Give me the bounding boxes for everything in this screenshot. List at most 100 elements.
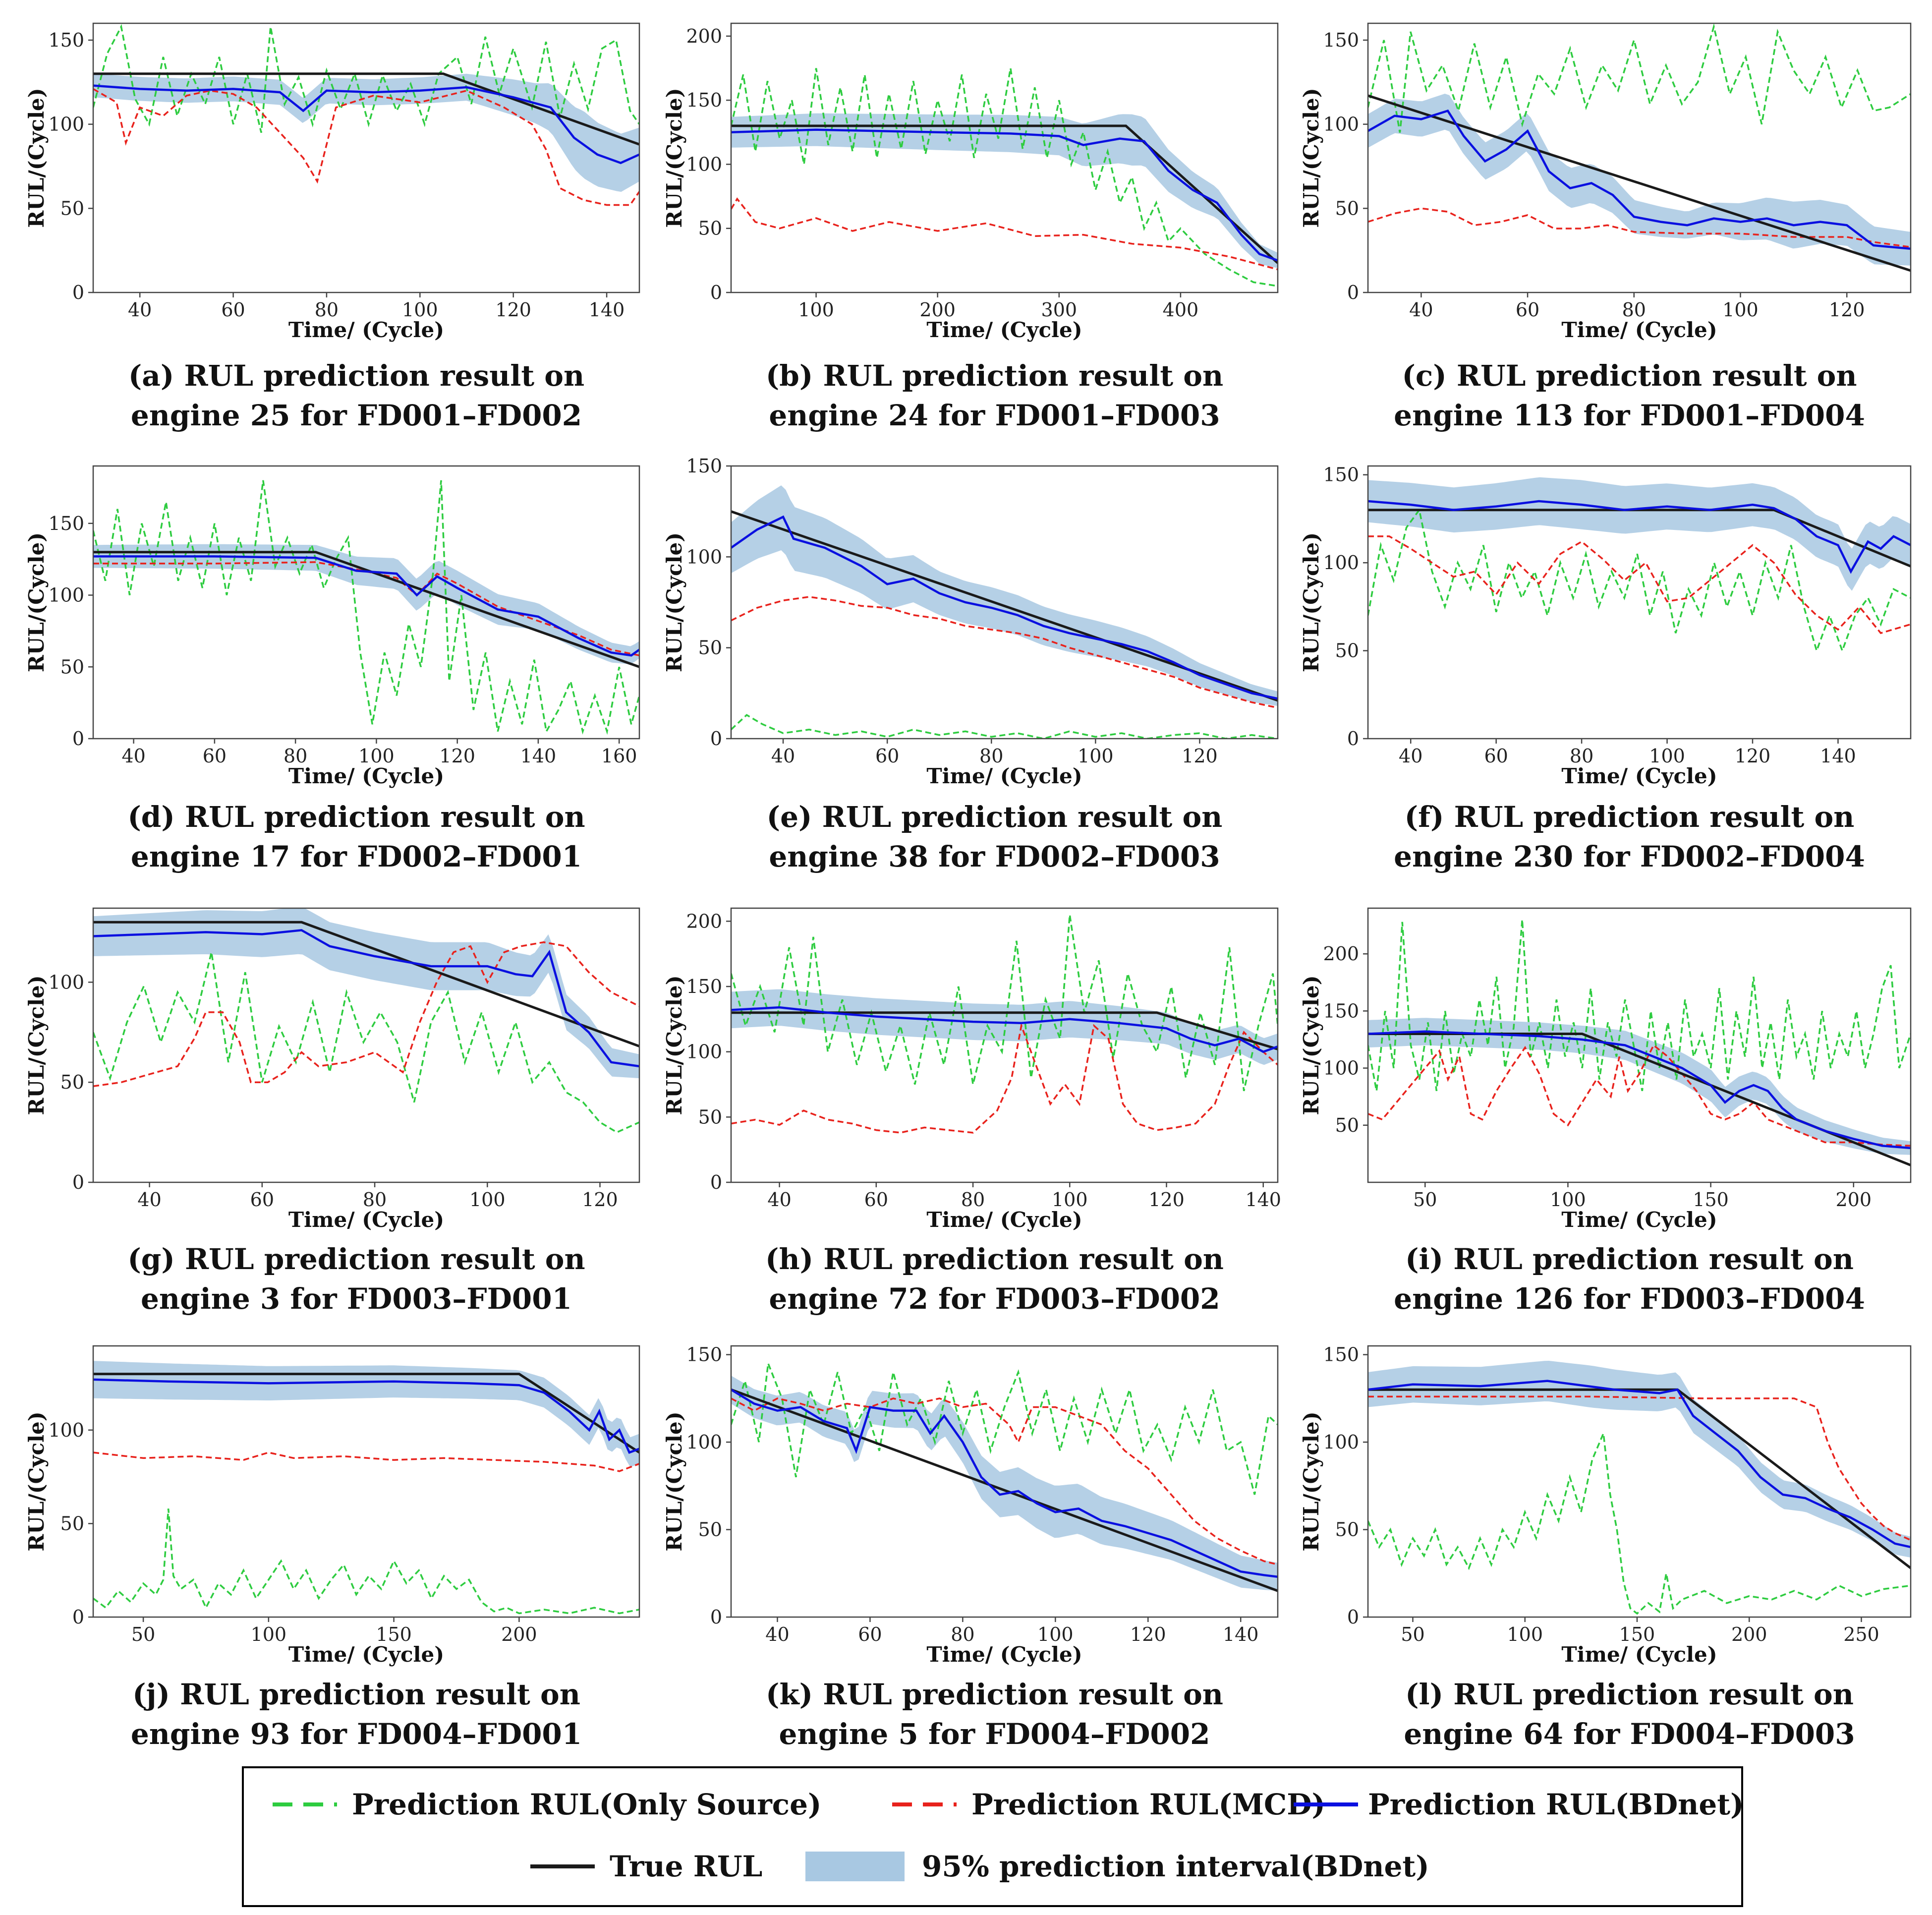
caption-line-2: engine 5 for FD004–FD002 <box>779 1717 1210 1751</box>
y-tick-label: 50 <box>1335 1114 1359 1136</box>
x-tick-label: 200 <box>1731 1624 1767 1645</box>
x-tick-label: 40 <box>1409 299 1433 321</box>
chart-panel-e: 40 60 80 100 120 0 50 100 150 Time/ (Cycle) RUL/(C… <box>662 455 1279 873</box>
plot-area <box>1368 23 1911 272</box>
caption-line-2: engine 38 for FD002–FD003 <box>769 840 1220 873</box>
x-axis-label: Time/ (Cycle) <box>1561 318 1717 342</box>
y-tick-label: 100 <box>1323 114 1359 135</box>
series-mcd-i <box>1368 1044 1911 1147</box>
x-tick-label: 250 <box>1843 1624 1879 1645</box>
series-mcd-k <box>731 1397 1278 1566</box>
y-tick-label: 0 <box>710 728 722 750</box>
series-mcd-g <box>93 941 639 1087</box>
plot-frame-c <box>1367 22 1912 293</box>
x-tick-label: 100 <box>798 299 834 321</box>
x-tick-label: 100 <box>358 745 395 767</box>
series-mcd-d <box>93 561 639 656</box>
x-tick-label: 40 <box>137 1189 161 1211</box>
plot-area <box>731 914 1278 1134</box>
y-axis-label: RUL/(Cycle) <box>1299 532 1323 672</box>
y-tick-label: 0 <box>710 1606 722 1628</box>
x-tick-label: 80 <box>951 1624 974 1645</box>
x-axis-label: Time/ (Cycle) <box>926 1642 1082 1667</box>
chart-panel-c: 40 60 80 100 120 0 50 100 150 Time/ (Cycle) RUL/(C… <box>1299 22 1912 432</box>
x-tick-label: 40 <box>771 745 795 767</box>
y-tick-label: 150 <box>48 29 84 51</box>
interval-band-k <box>731 1376 1278 1591</box>
y-tick-label: 50 <box>60 197 84 219</box>
y-tick-label: 100 <box>1323 1431 1359 1453</box>
y-tick-label: 100 <box>686 1041 722 1063</box>
x-tick-label: 100 <box>1550 1189 1586 1211</box>
x-tick-label: 120 <box>582 1189 618 1211</box>
y-tick-label: 50 <box>1335 197 1359 219</box>
x-tick-label: 120 <box>1182 745 1218 767</box>
caption-line-1: (b) RUL prediction result on <box>766 359 1223 393</box>
series-mcd-c <box>1368 207 1911 248</box>
plot-area <box>93 24 639 206</box>
caption-line-1: (f) RUL prediction result on <box>1405 800 1855 834</box>
x-tick-label: 140 <box>589 299 625 321</box>
y-tick-label: 50 <box>60 656 84 678</box>
legend-interval-swatch <box>805 1852 905 1881</box>
interval-band-b <box>731 113 1278 268</box>
caption-line-1: (l) RUL prediction result on <box>1405 1678 1854 1711</box>
legend-frame <box>242 1766 1743 1907</box>
y-axis-label: RUL/(Cycle) <box>662 975 686 1115</box>
x-tick-label: 50 <box>1413 1189 1437 1211</box>
x-axis-label: Time/ (Cycle) <box>1561 764 1717 788</box>
legend-mcd-label: Prediction RUL(MCD) <box>971 1788 1325 1821</box>
series-bdnet-d <box>93 555 639 657</box>
series-bdnet-g <box>93 929 639 1068</box>
x-tick-label: 120 <box>1148 1189 1185 1211</box>
caption-line-1: (h) RUL prediction result on <box>765 1242 1224 1276</box>
caption-line-1: (j) RUL prediction result on <box>132 1678 580 1711</box>
y-tick-label: 100 <box>48 971 84 993</box>
x-axis-label: Time/ (Cycle) <box>1561 1642 1717 1667</box>
x-tick-label: 120 <box>1735 745 1771 767</box>
y-axis-label: RUL/(Cycle) <box>24 1411 49 1551</box>
series-only-source-d <box>93 480 639 735</box>
series-bdnet-c <box>1368 109 1911 250</box>
x-tick-label: 100 <box>1037 1624 1074 1645</box>
x-tick-label: 200 <box>501 1624 537 1645</box>
x-tick-label: 100 <box>1078 745 1114 767</box>
x-tick-label: 300 <box>1041 299 1078 321</box>
caption-line-2: engine 25 for FD001–FD002 <box>131 399 582 432</box>
interval-band-e <box>731 485 1278 706</box>
x-tick-label: 120 <box>495 299 531 321</box>
y-tick-label: 0 <box>710 282 722 303</box>
plot-area <box>731 485 1278 739</box>
y-tick-label: 50 <box>60 1071 84 1093</box>
x-tick-label: 60 <box>221 299 245 321</box>
x-tick-label: 60 <box>1484 745 1508 767</box>
x-axis-label: Time/ (Cycle) <box>288 318 444 342</box>
x-axis-label: Time/ (Cycle) <box>926 318 1082 342</box>
x-axis-label: Time/ (Cycle) <box>288 1208 444 1232</box>
x-tick-label: 140 <box>520 745 557 767</box>
caption-line-1: (e) RUL prediction result on <box>767 800 1223 834</box>
legend-interval-label: 95% prediction interval(BDnet) <box>922 1850 1429 1883</box>
x-tick-label: 200 <box>919 299 956 321</box>
caption-line-1: (c) RUL prediction result on <box>1402 359 1857 393</box>
interval-band-a <box>93 73 639 192</box>
y-axis-label: RUL/(Cycle) <box>24 975 49 1115</box>
series-mcd-a <box>93 88 639 206</box>
series-true-rul-c <box>1368 94 1911 272</box>
plot-frame-j <box>92 1345 640 1618</box>
x-tick-label: 60 <box>250 1189 274 1211</box>
x-tick-label: 80 <box>961 1189 985 1211</box>
caption-line-2: engine 64 for FD004–FD003 <box>1404 1717 1855 1751</box>
series-only-source-k <box>731 1363 1278 1495</box>
x-tick-label: 140 <box>1223 1624 1259 1645</box>
y-axis-label: RUL/(Cycle) <box>1299 975 1323 1115</box>
plot-frame-e <box>730 465 1279 740</box>
plot-area <box>1368 1361 1911 1615</box>
series-bdnet-j <box>93 1378 639 1454</box>
plot-frame-g <box>92 907 640 1183</box>
x-tick-label: 120 <box>1130 1624 1166 1645</box>
x-tick-label: 140 <box>1820 745 1856 767</box>
x-tick-label: 60 <box>203 745 227 767</box>
series-bdnet-a <box>93 84 639 165</box>
